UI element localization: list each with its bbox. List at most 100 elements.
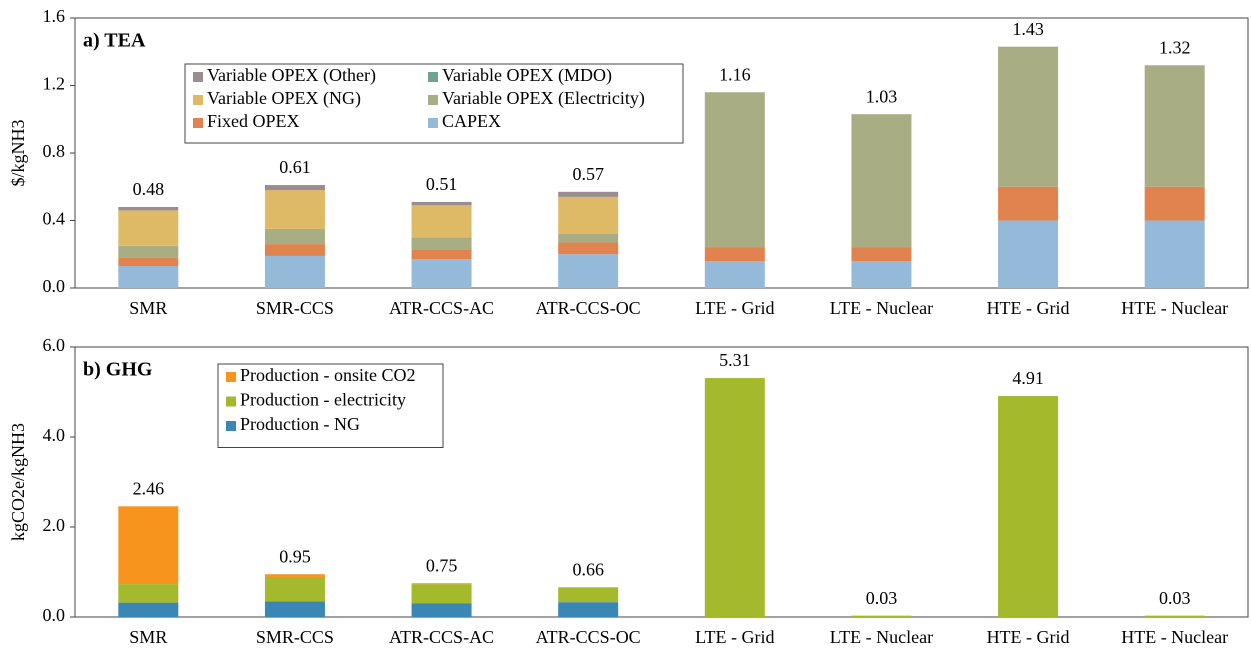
- bar-segment: [1144, 186, 1205, 221]
- legend-swatch: [428, 72, 438, 82]
- total-label: 0.03: [866, 588, 898, 608]
- y-tick-label: 2.0: [43, 515, 66, 535]
- total-label: 0.48: [133, 179, 165, 199]
- y-tick-label: 0.8: [43, 141, 66, 161]
- total-label: 0.66: [572, 559, 604, 579]
- bar-segment: [411, 583, 472, 585]
- total-label: 0.51: [426, 174, 458, 194]
- bar-segment: [704, 261, 765, 288]
- x-tick-label: SMR: [129, 298, 167, 318]
- legend-label: Variable OPEX (Other): [207, 65, 376, 86]
- legend-label: Production - NG: [240, 414, 360, 434]
- total-label: 0.75: [426, 555, 458, 575]
- bar-segment: [264, 574, 325, 577]
- x-tick-label: HTE - Nuclear: [1121, 627, 1228, 647]
- y-tick-label: 1.2: [43, 74, 66, 94]
- x-tick-label: LTE - Nuclear: [830, 298, 933, 318]
- bar-segment: [704, 378, 765, 617]
- total-label: 4.91: [1012, 368, 1044, 388]
- bar-segment: [704, 247, 765, 261]
- legend-swatch: [226, 421, 236, 431]
- bar-segment: [1144, 65, 1205, 187]
- bar-segment: [998, 46, 1059, 187]
- y-tick-label: 4.0: [43, 425, 66, 445]
- bar-segment: [264, 601, 325, 617]
- bar-segment: [118, 207, 179, 211]
- bar-segment: [558, 242, 619, 255]
- bar-segment: [411, 201, 472, 206]
- bar-segment: [558, 602, 619, 617]
- x-tick-label: HTE - Nuclear: [1121, 298, 1228, 318]
- x-tick-label: LTE - Grid: [695, 298, 774, 318]
- total-label: 0.57: [572, 164, 604, 184]
- y-tick-label: 1.6: [43, 6, 66, 26]
- x-tick-label: SMR-CCS: [256, 627, 334, 647]
- bar-segment: [264, 244, 325, 256]
- legend-label: Fixed OPEX: [207, 111, 300, 131]
- total-label: 5.31: [719, 350, 751, 370]
- y-tick-label: 0.0: [43, 276, 66, 296]
- y-tick-label: 0.4: [43, 209, 66, 229]
- bar-segment: [851, 261, 912, 288]
- legend-label: Production - electricity: [240, 390, 406, 410]
- legend-swatch: [193, 95, 203, 105]
- bar-segment: [998, 220, 1059, 288]
- bar-segment: [264, 576, 325, 602]
- bar-segment: [118, 602, 179, 617]
- total-label: 0.95: [279, 546, 311, 566]
- bar-segment: [118, 506, 179, 585]
- bar-segment: [264, 185, 325, 191]
- bar-segment: [1144, 220, 1205, 288]
- legend-label: Variable OPEX (NG): [207, 88, 361, 109]
- total-label: 0.03: [1159, 588, 1191, 608]
- total-label: 1.32: [1159, 37, 1191, 57]
- legend-swatch: [428, 118, 438, 128]
- bar-segment: [411, 237, 472, 250]
- bar-segment: [411, 603, 472, 617]
- bar-segment: [558, 234, 619, 243]
- y-axis-label: kgCO2e/kgNH3: [8, 423, 28, 541]
- legend-box: [217, 363, 444, 448]
- plot-frame: [74, 17, 1249, 289]
- y-tick-label: 0.0: [43, 605, 66, 625]
- legend-swatch: [428, 95, 438, 105]
- bar-segment: [704, 92, 765, 248]
- bar-segment: [118, 210, 179, 246]
- x-tick-label: ATR-CCS-OC: [536, 298, 641, 318]
- x-tick-label: ATR-CCS-AC: [389, 627, 494, 647]
- bar-segment: [264, 190, 325, 229]
- x-tick-label: SMR-CCS: [256, 298, 334, 318]
- x-tick-label: ATR-CCS-OC: [536, 627, 641, 647]
- x-tick-label: LTE - Grid: [695, 627, 774, 647]
- bar-segment: [118, 257, 179, 267]
- legend-label: CAPEX: [442, 111, 501, 131]
- y-axis-label: $/kgNH3: [8, 120, 28, 187]
- bar-segment: [998, 186, 1059, 221]
- bar-segment: [411, 584, 472, 604]
- bar-segment: [851, 247, 912, 261]
- x-tick-label: SMR: [129, 627, 167, 647]
- x-tick-label: ATR-CCS-AC: [389, 298, 494, 318]
- bar-segment: [411, 259, 472, 288]
- total-label: 1.03: [866, 86, 898, 106]
- legend-label: Variable OPEX (Electricity): [442, 88, 645, 109]
- total-label: 0.61: [279, 157, 311, 177]
- bar-segment: [118, 245, 179, 258]
- x-tick-label: HTE - Grid: [987, 298, 1070, 318]
- y-tick-label: 6.0: [43, 335, 66, 355]
- bar-segment: [851, 615, 912, 617]
- panel-title: a) TEA: [83, 30, 146, 52]
- bar-segment: [851, 114, 912, 248]
- total-label: 1.16: [719, 64, 751, 84]
- bar-segment: [558, 587, 619, 603]
- total-label: 1.43: [1012, 19, 1044, 39]
- legend-swatch: [226, 396, 236, 407]
- bar-segment: [558, 254, 619, 288]
- x-tick-label: HTE - Grid: [987, 627, 1070, 647]
- legend-swatch: [193, 118, 203, 128]
- bar-segment: [1144, 615, 1205, 617]
- legend-swatch: [193, 72, 203, 82]
- bar-segment: [264, 228, 325, 245]
- legend-label: Variable OPEX (MDO): [442, 65, 612, 86]
